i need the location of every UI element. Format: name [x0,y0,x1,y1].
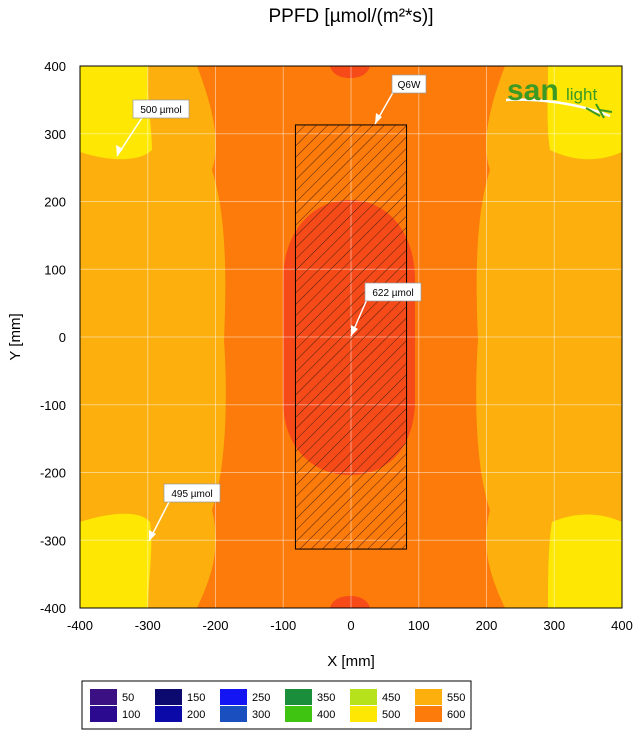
y-tick-label: 300 [44,127,66,142]
callout-500: 500 µmol [116,99,190,157]
legend-box [81,680,472,730]
legend-swatch [285,706,312,722]
legend-label: 50 [122,692,134,704]
heatmap-band-bottom-spot [330,596,370,608]
chart-title: PPFD [µmol/(m²*s)] [268,6,433,27]
y-tick-label: 200 [44,195,66,210]
callout-box [163,483,221,503]
legend-swatch [415,689,442,705]
callout-label: 495 µmol [171,489,212,500]
legend-swatch [350,689,377,705]
y-tick-label: 0 [59,330,66,345]
x-tick-label: -300 [135,618,161,633]
legend-label: 600 [447,709,465,721]
legend-label: 400 [317,709,335,721]
legend-label: 100 [122,709,140,721]
sanlight-logo: san light [505,74,613,119]
callout-lamp: Q6W [374,74,427,125]
legend-label: 350 [317,692,335,704]
x-axis-ticks: -400 -300 -200 -100 0 100 200 300 400 [67,618,633,633]
x-tick-label: 400 [611,618,633,633]
logo-suffix: light [566,85,597,104]
legend-swatch [220,706,247,722]
x-tick-label: 200 [476,618,498,633]
callout-622: 622 µmol [350,282,422,337]
legend-label: 200 [187,709,205,721]
plot-border [79,65,623,609]
callout-box [132,99,190,119]
logo-leaf-icon [585,103,613,119]
callout-label: 622 µmol [372,288,413,299]
legend-items: 50 100 150 200 250 300 350 400 450 500 550 600 [90,689,465,722]
heatmap-band-500-top-left [80,66,152,160]
legend-swatch [350,706,377,722]
x-tick-label: -200 [202,618,228,633]
arrowhead-icon [149,530,156,541]
y-tick-label: -100 [40,398,66,413]
y-tick-label: -400 [40,601,66,616]
legend-swatch [90,706,117,722]
x-tick-label: 300 [543,618,565,633]
legend-label: 450 [382,692,400,704]
legend-swatch [220,689,247,705]
x-tick-label: 100 [408,618,430,633]
legend: 50 100 150 200 250 300 350 400 450 500 550 600 [81,680,472,730]
y-axis-ticks: 400 300 200 100 0 -100 -200 -300 -400 [40,59,66,616]
arrowhead-icon [116,145,123,156]
heatmap-plot-area [79,65,623,609]
y-tick-label: -200 [40,466,66,481]
lamp-label: Q6W [398,80,421,91]
legend-label: 300 [252,709,270,721]
callout-box [391,74,427,94]
callout-box [364,282,422,302]
callouts: 500 µmol 622 µmol 495 µmol Q6W [116,74,427,542]
heatmap-band-500-bottom-left [80,513,152,608]
legend-swatch [285,689,312,705]
logo-brand: san [507,74,559,107]
legend-swatch [155,689,182,705]
y-tick-label: 100 [44,262,66,277]
x-axis-label: X [mm] [327,653,375,670]
legend-label: 150 [187,692,205,704]
y-tick-label: 400 [44,59,66,74]
legend-swatch [90,689,117,705]
heatmap-band-500-top-right [547,66,622,160]
y-tick-label: -300 [40,533,66,548]
arrowhead-icon [351,325,358,336]
arrowhead-icon [375,113,382,124]
y-axis-label: Y [mm] [7,313,24,360]
legend-swatch [415,706,442,722]
heatmap-band-top-spot [330,66,370,78]
callout-495: 495 µmol [148,483,221,542]
x-tick-label: -100 [270,618,296,633]
legend-label: 550 [447,692,465,704]
lamp-footprint [294,124,408,550]
legend-label: 500 [382,709,400,721]
legend-label: 250 [252,692,270,704]
x-tick-label: 0 [347,618,354,633]
heatmap-band-500-bottom-right [548,514,622,608]
x-tick-label: -400 [67,618,93,633]
callout-label: 500 µmol [140,105,181,116]
legend-swatch [155,706,182,722]
